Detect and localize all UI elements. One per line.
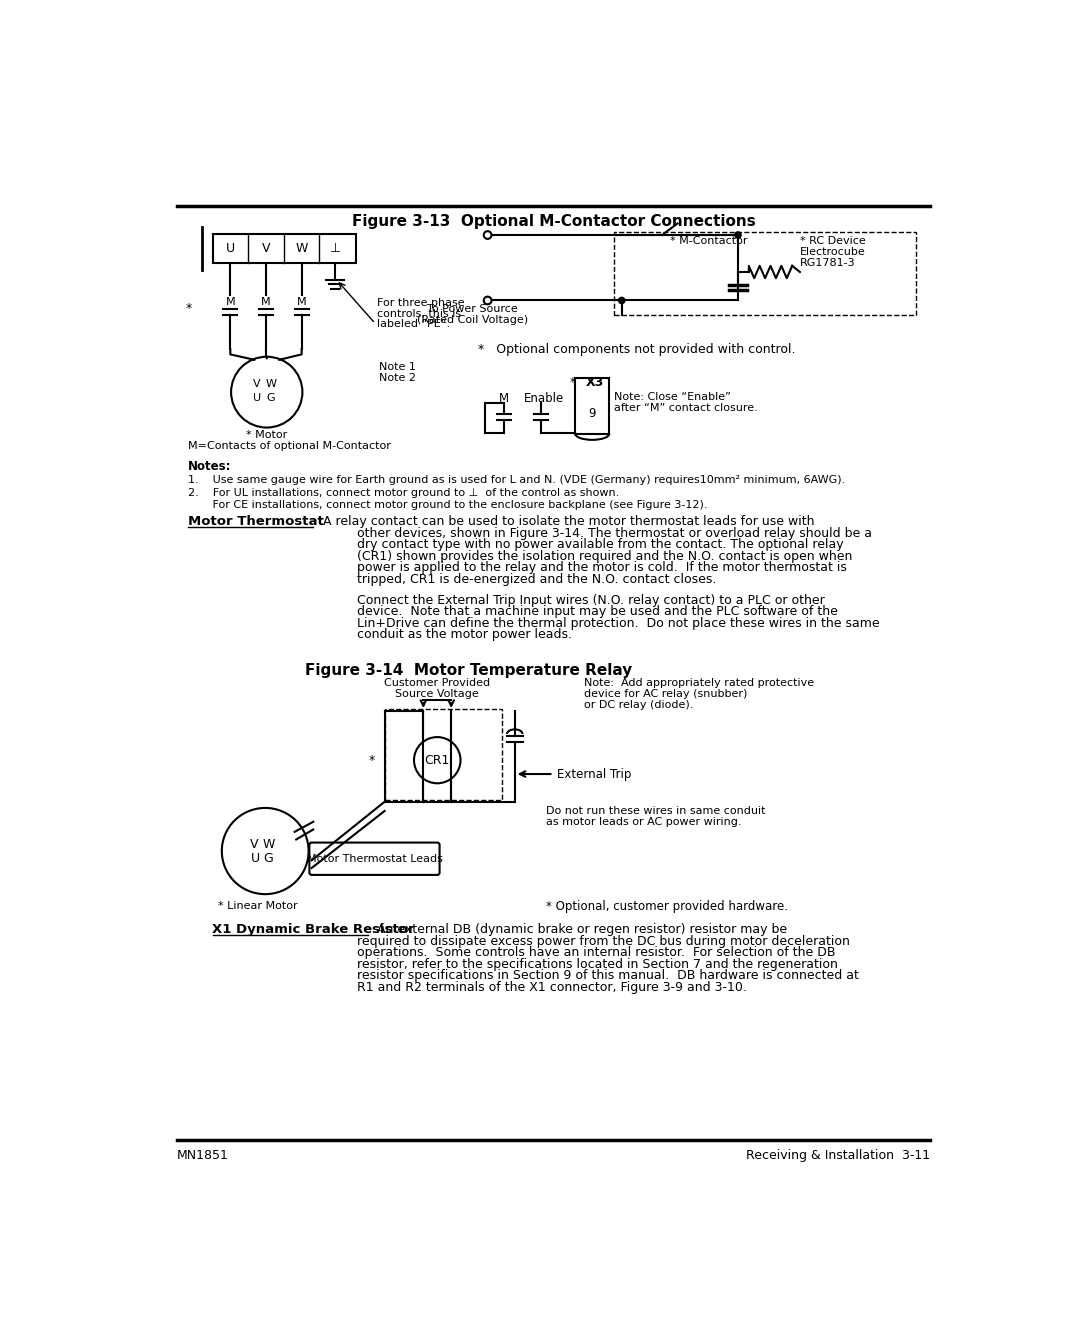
Text: M=Contacts of optional M-Contactor: M=Contacts of optional M-Contactor: [188, 441, 391, 450]
Text: *: *: [368, 753, 375, 766]
Text: *: *: [186, 302, 192, 315]
Bar: [384, 710, 502, 801]
Text: (CR1) shown provides the isolation required and the N.O. contact is open when: (CR1) shown provides the isolation requi…: [356, 549, 852, 562]
Text: V: V: [261, 241, 270, 254]
Text: Note 2: Note 2: [379, 373, 416, 383]
Text: Notes:: Notes:: [188, 460, 231, 473]
Text: U: U: [252, 852, 260, 865]
Text: X1 Dynamic Brake Resistor: X1 Dynamic Brake Resistor: [213, 923, 415, 936]
Text: 9: 9: [589, 407, 596, 420]
Text: dry contact type with no power available from the contact. The optional relay: dry contact type with no power available…: [356, 539, 843, 551]
Circle shape: [618, 296, 625, 304]
Text: other devices, shown in Figure 3-14. The thermostat or overload relay should be : other devices, shown in Figure 3-14. The…: [356, 527, 872, 540]
Text: * RC Device: * RC Device: [800, 236, 866, 246]
Text: Source Voltage: Source Voltage: [395, 689, 480, 699]
Bar: [576, 378, 609, 433]
FancyBboxPatch shape: [309, 843, 440, 874]
Text: V: V: [253, 379, 260, 390]
Text: Motor Thermostat Leads: Motor Thermostat Leads: [307, 853, 443, 864]
Text: after “M” contact closure.: after “M” contact closure.: [613, 403, 758, 412]
Text: *: *: [570, 377, 576, 390]
Text: device for AC relay (snubber): device for AC relay (snubber): [584, 689, 747, 699]
Text: operations.  Some controls have an internal resistor.  For selection of the DB: operations. Some controls have an intern…: [356, 946, 835, 959]
Text: External Trip: External Trip: [557, 768, 632, 781]
Text: resistor specifications in Section 9 of this manual.  DB hardware is connected a: resistor specifications in Section 9 of …: [356, 969, 859, 982]
Text: W: W: [296, 241, 308, 254]
Text: device.  Note that a machine input may be used and the PLC software of the: device. Note that a machine input may be…: [356, 605, 837, 618]
Text: G: G: [264, 852, 273, 865]
Text: CR1: CR1: [424, 753, 450, 766]
Text: M: M: [226, 298, 235, 307]
Text: An external DB (dynamic brake or regen resistor) resistor may be: An external DB (dynamic brake or regen r…: [369, 923, 787, 936]
Text: M: M: [297, 298, 307, 307]
Text: MN1851: MN1851: [177, 1148, 229, 1162]
Text: W: W: [265, 379, 276, 390]
Text: required to dissipate excess power from the DC bus during motor deceleration: required to dissipate excess power from …: [356, 935, 850, 948]
Text: as motor leads or AC power wiring.: as motor leads or AC power wiring.: [545, 817, 741, 827]
Text: * Linear Motor: * Linear Motor: [218, 901, 297, 911]
Text: M: M: [261, 298, 271, 307]
Text: A relay contact can be used to isolate the motor thermostat leads for use with: A relay contact can be used to isolate t…: [314, 515, 814, 528]
Text: 2.    For UL installations, connect motor ground to ⊥  of the control as shown.: 2. For UL installations, connect motor g…: [188, 489, 619, 498]
Text: tripped, CR1 is de-energized and the N.O. contact closes.: tripped, CR1 is de-energized and the N.O…: [356, 573, 716, 586]
Text: Do not run these wires in same conduit: Do not run these wires in same conduit: [545, 806, 766, 817]
Text: M: M: [499, 391, 509, 404]
Text: To Power Source: To Power Source: [427, 304, 517, 313]
Text: 1.    Use same gauge wire for Earth ground as is used for L and N. (VDE (Germany: 1. Use same gauge wire for Earth ground …: [188, 475, 845, 485]
Text: Note 1: Note 1: [379, 362, 416, 373]
Text: Receiving & Installation  3-11: Receiving & Installation 3-11: [746, 1148, 930, 1162]
Text: V: V: [251, 839, 258, 851]
Text: For three phase: For three phase: [377, 298, 464, 308]
Text: Lin+Drive can define the thermal protection.  Do not place these wires in the sa: Lin+Drive can define the thermal protect…: [356, 616, 879, 630]
Text: power is applied to the relay and the motor is cold.  If the motor thermostat is: power is applied to the relay and the mo…: [356, 561, 847, 574]
Text: X3: X3: [586, 377, 605, 390]
Text: ⊥: ⊥: [329, 241, 340, 254]
Text: For CE installations, connect motor ground to the enclosure backplane (see Figur: For CE installations, connect motor grou…: [188, 499, 707, 510]
Text: * Optional, customer provided hardware.: * Optional, customer provided hardware.: [545, 900, 787, 913]
Text: R1 and R2 terminals of the X1 connector, Figure 3-9 and 3-10.: R1 and R2 terminals of the X1 connector,…: [356, 981, 746, 994]
Text: * M-Contactor: * M-Contactor: [670, 236, 747, 246]
Text: Figure 3-14  Motor Temperature Relay: Figure 3-14 Motor Temperature Relay: [305, 662, 632, 677]
Bar: [213, 233, 356, 263]
Text: G: G: [267, 394, 275, 403]
Text: W: W: [262, 839, 274, 851]
Text: RG1781-3: RG1781-3: [800, 258, 855, 267]
Text: * Motor: * Motor: [246, 431, 287, 440]
Text: Enable: Enable: [524, 391, 564, 404]
Text: *   Optional components not provided with control.: * Optional components not provided with …: [477, 342, 795, 356]
Text: Note: Close “Enable”: Note: Close “Enable”: [613, 391, 731, 402]
Bar: [613, 232, 916, 315]
Text: or DC relay (diode).: or DC relay (diode).: [584, 699, 693, 710]
Text: conduit as the motor power leads.: conduit as the motor power leads.: [356, 628, 571, 641]
Text: Note:  Add appropriately rated protective: Note: Add appropriately rated protective: [584, 678, 814, 689]
Text: Figure 3-13  Optional M-Contactor Connections: Figure 3-13 Optional M-Contactor Connect…: [352, 213, 755, 229]
Text: (Rated Coil Voltage): (Rated Coil Voltage): [417, 315, 528, 325]
Text: U: U: [226, 241, 234, 254]
Circle shape: [734, 232, 742, 238]
Text: Connect the External Trip Input wires (N.O. relay contact) to a PLC or other: Connect the External Trip Input wires (N…: [356, 594, 824, 607]
Text: U: U: [253, 394, 260, 403]
Text: Customer Provided: Customer Provided: [384, 678, 490, 689]
Text: controls, this is: controls, this is: [377, 308, 461, 319]
Text: Motor Thermostat: Motor Thermostat: [188, 515, 323, 528]
Text: resistor, refer to the specifications located in Section 7 and the regeneration: resistor, refer to the specifications lo…: [356, 957, 837, 971]
Text: Electrocube: Electrocube: [800, 248, 866, 257]
Text: labeled “PE”.: labeled “PE”.: [377, 319, 450, 329]
